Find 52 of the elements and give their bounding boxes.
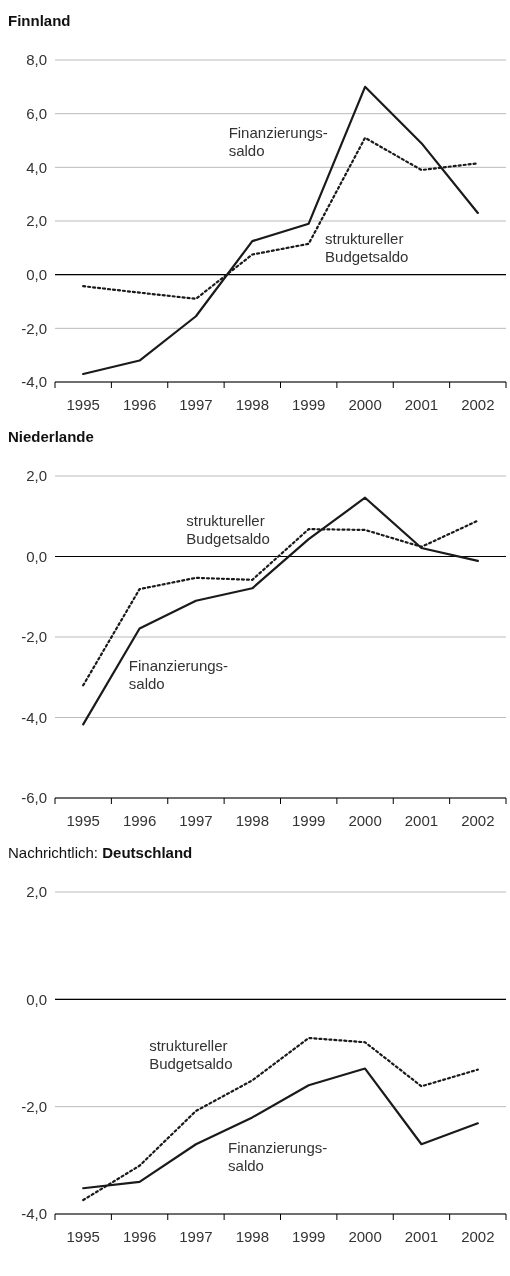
x-tick-label: 1998 (235, 812, 269, 829)
x-tick-label: 2000 (348, 396, 382, 413)
y-tick-label: 2,0 (26, 467, 47, 485)
line-series (82, 496, 479, 726)
x-tick-label: 1998 (235, 396, 269, 413)
series-label: Finanzierungs- saldo (228, 1138, 328, 1174)
x-tick-label: 1999 (292, 812, 326, 829)
series-label: Finanzierungs- saldo (228, 124, 328, 160)
x-tick-label: 1995 (66, 812, 100, 829)
x-tick-label: 2002 (461, 1228, 495, 1245)
chart-title: Finnland (8, 12, 71, 29)
x-tick-label: 2000 (348, 812, 382, 829)
line-series (82, 85, 479, 376)
y-tick-label: -4,0 (21, 708, 47, 726)
x-tick-label: 1997 (179, 396, 213, 413)
y-tick-label: -2,0 (21, 628, 47, 646)
y-tick-label: -2,0 (21, 319, 47, 337)
y-tick-label: 2,0 (26, 883, 47, 901)
series-label: struktureller Budgetsaldo (186, 512, 270, 548)
x-tick-label: 1999 (292, 396, 326, 413)
series-label: struktureller Budgetsaldo (325, 229, 409, 265)
y-tick-label: -6,0 (21, 789, 47, 807)
y-tick-label: -4,0 (21, 1205, 47, 1223)
x-tick-label: 1995 (66, 1228, 100, 1245)
y-tick-label: 8,0 (26, 51, 47, 69)
x-tick-label: 1999 (292, 1228, 326, 1245)
x-tick-label: 1995 (66, 396, 100, 413)
chart-title: Nachrichtlich: Deutschland (8, 844, 193, 861)
x-tick-label: 2001 (404, 812, 439, 829)
y-tick-label: -2,0 (21, 1097, 47, 1115)
series-label: struktureller Budgetsaldo (149, 1036, 233, 1072)
x-tick-label: 1997 (179, 812, 213, 829)
x-tick-label: 2001 (404, 1228, 439, 1245)
y-tick-label: -4,0 (21, 373, 47, 391)
y-tick-label: 0,0 (26, 547, 47, 565)
x-tick-label: 2000 (348, 1228, 382, 1245)
y-tick-label: 0,0 (26, 990, 47, 1008)
x-tick-label: 2002 (461, 396, 495, 413)
x-tick-label: 1996 (122, 812, 157, 829)
x-tick-label: 1996 (122, 1228, 157, 1245)
series-label: Finanzierungs- saldo (128, 657, 229, 693)
y-tick-label: 2,0 (26, 212, 47, 230)
y-tick-label: 0,0 (26, 265, 47, 283)
y-tick-label: 4,0 (26, 158, 47, 176)
y-tick-label: 6,0 (26, 104, 47, 122)
x-tick-label: 1997 (179, 1228, 213, 1245)
x-tick-label: 1996 (122, 396, 157, 413)
x-tick-label: 2002 (461, 812, 495, 829)
line-series (82, 1036, 479, 1202)
x-tick-label: 1998 (235, 1228, 269, 1245)
chart-title: Niederlande (8, 428, 94, 445)
x-tick-label: 2001 (404, 396, 439, 413)
